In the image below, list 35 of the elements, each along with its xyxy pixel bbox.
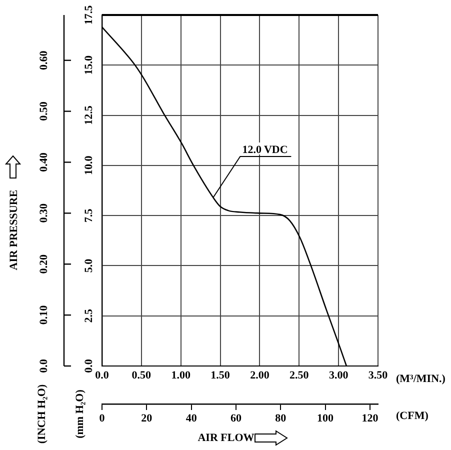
y-tick-label: 5.0	[82, 258, 95, 273]
x-tick-label: 3.50	[368, 369, 388, 382]
x-tick-label: 1.50	[210, 369, 230, 382]
x2-tick-label: 20	[141, 412, 153, 424]
x2-axis-title: (CFM)	[396, 410, 429, 422]
text: AIR FLOW	[198, 432, 254, 444]
y2-tick-label: 0.50	[38, 101, 50, 121]
x-tick-label: 3.00	[328, 369, 349, 382]
y-tick-label: 12.5	[82, 105, 95, 125]
y-tick-label: 15.0	[82, 55, 95, 75]
y2-tick-label: 0.20	[38, 254, 50, 274]
y-tick-label: 7.5	[82, 208, 95, 222]
x-tick-label: 0.0	[95, 369, 110, 382]
y2-tick-label: 0.60	[38, 50, 50, 70]
x-tick-label: 1.00	[171, 369, 191, 382]
y2-tick-label: 0.10	[38, 304, 50, 325]
y-tick-label: 17.5	[82, 4, 95, 25]
x2-tick-label: 120	[362, 412, 379, 424]
x-tick-label: 2.50	[290, 369, 310, 382]
x2-tick-label: 100	[317, 412, 334, 424]
y-axis-title: (mm H₂O)	[74, 389, 86, 438]
x-tick-label: 2.00	[250, 369, 270, 382]
y2-tick-label: 0.30	[38, 203, 50, 223]
x-tick-label: 0.50	[132, 369, 152, 382]
text: AIR PRESSURE	[8, 190, 20, 270]
x2-tick-label: 80	[275, 412, 287, 424]
x-axis-title: (M³/MIN.)	[396, 372, 446, 385]
y-tick-label: 10.0	[82, 155, 95, 176]
x2-tick-label: 60	[230, 412, 242, 424]
y-tick-label: 2.5	[82, 308, 95, 323]
annotation: 12.0 VDC	[242, 144, 288, 156]
x2-tick-label: 0	[99, 412, 106, 424]
y2-tick-label: 0.40	[38, 152, 50, 172]
x2-tick-label: 40	[186, 412, 198, 424]
y2-axis-title: (INCH H₂O)	[36, 384, 48, 444]
